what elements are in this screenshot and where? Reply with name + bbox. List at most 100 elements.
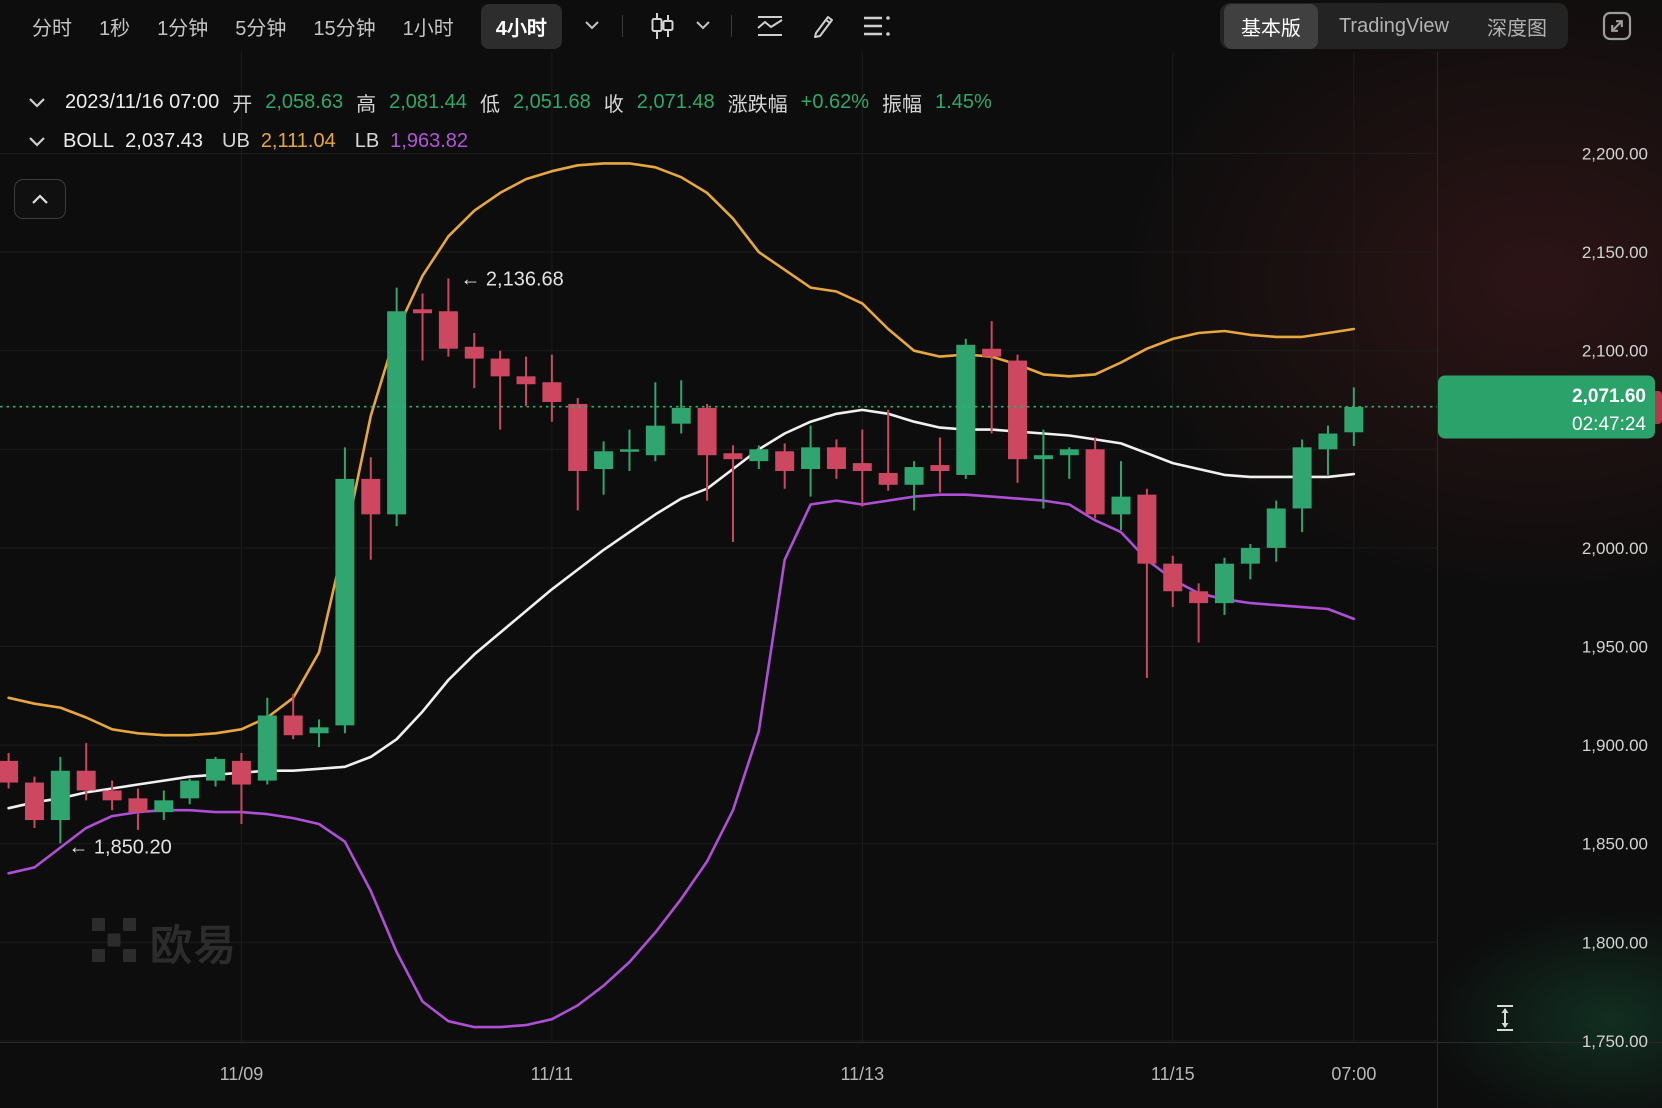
candle-body xyxy=(1189,591,1209,604)
fullscreen-expand-icon[interactable] xyxy=(1602,11,1632,41)
candle xyxy=(645,382,665,462)
candle xyxy=(1292,439,1312,533)
settings-list-icon[interactable] xyxy=(862,14,892,38)
candle-body xyxy=(154,800,174,813)
candle-body xyxy=(671,407,691,424)
view-tab-2[interactable]: 深度图 xyxy=(1487,17,1547,40)
price-tick-label: 1,850.00 xyxy=(1582,835,1648,854)
boll-lb-label: LB xyxy=(354,130,380,152)
ohlc-collapse-chevron-down-icon[interactable] xyxy=(28,97,46,108)
indicator-icon[interactable] xyxy=(756,14,784,38)
candle-body xyxy=(50,770,70,821)
candle-style-icon[interactable] xyxy=(649,12,675,40)
grid-lines xyxy=(0,52,1437,1042)
candle-body xyxy=(1266,508,1286,548)
time-tick-label: 07:00 xyxy=(1331,1064,1376,1084)
candle xyxy=(283,693,303,740)
timeframe-more-chevron-down-icon[interactable] xyxy=(584,17,600,35)
amplitude-value: 1.45% xyxy=(935,91,992,113)
candle xyxy=(542,354,562,422)
collapse-panel-button[interactable] xyxy=(14,179,66,219)
candle-body xyxy=(0,760,19,783)
candle-body xyxy=(24,782,44,821)
timeframe-item-0[interactable]: 分时 xyxy=(32,17,72,40)
timeframe-item-3[interactable]: 5分钟 xyxy=(235,17,287,40)
timeframe-bar: 分时 1秒 1分钟 5分钟 15分钟 1小时 4小时 xyxy=(0,3,562,49)
view-tab-1[interactable]: TradingView xyxy=(1338,14,1449,37)
watermark-text: 欧易 xyxy=(150,922,239,969)
open-value: 2,058.63 xyxy=(265,91,344,113)
candle xyxy=(516,356,536,406)
candle xyxy=(76,743,96,801)
candle xyxy=(697,403,717,501)
autofit-down-arrowhead xyxy=(1501,1023,1509,1028)
candle xyxy=(206,756,226,787)
candle xyxy=(619,429,639,471)
candle-datetime: 2023/11/16 07:00 xyxy=(65,91,220,113)
view-tab-0[interactable]: 基本版 xyxy=(1223,3,1318,49)
boll-collapse-chevron-down-icon[interactable] xyxy=(28,136,46,147)
candle xyxy=(490,350,510,430)
backdrop-red-glow xyxy=(1110,0,1662,600)
candle xyxy=(594,441,614,495)
candle xyxy=(1266,500,1286,562)
timeframe-item-4[interactable]: 15分钟 xyxy=(313,17,376,40)
candle xyxy=(904,461,924,511)
candle-body xyxy=(1085,449,1105,515)
candle-body xyxy=(102,790,122,801)
candle xyxy=(982,321,1002,434)
candle xyxy=(1240,543,1260,580)
candle xyxy=(1085,437,1105,519)
boll-mid-band-line xyxy=(7,408,1356,810)
candle-body xyxy=(128,798,148,813)
candle xyxy=(257,697,277,785)
candle-body xyxy=(619,449,639,452)
candle xyxy=(568,398,588,511)
chart-toolbar: 分时 1秒 1分钟 5分钟 15分钟 1小时 4小时 xyxy=(0,0,1662,52)
pencil-draw-icon[interactable] xyxy=(810,13,836,39)
candle-body xyxy=(180,780,200,799)
candle-body xyxy=(231,760,251,785)
candle-body xyxy=(438,311,458,349)
high-price-annotation: ← 2,136.68 xyxy=(460,268,563,290)
candle xyxy=(102,780,122,811)
candle-style-chevron-down-icon[interactable] xyxy=(695,17,711,35)
low-price-annotation: ← 1,850.20 xyxy=(68,836,171,858)
price-tick-label: 1,750.00 xyxy=(1582,1032,1648,1051)
candle xyxy=(50,756,70,844)
candle xyxy=(749,445,769,470)
candle-body xyxy=(852,463,872,471)
candle xyxy=(852,429,872,507)
timeframe-item-1[interactable]: 1秒 xyxy=(99,17,131,40)
boll-lower-band-line xyxy=(7,493,1356,1029)
candle-body xyxy=(801,447,821,470)
candle-body xyxy=(645,425,665,456)
candle xyxy=(180,778,200,805)
timeframe-item-2[interactable]: 1分钟 xyxy=(157,17,209,40)
price-tick-label: 1,900.00 xyxy=(1582,736,1648,755)
view-mode-tabs: 基本版 TradingView 深度图 xyxy=(1219,3,1568,49)
candle-body xyxy=(826,447,846,470)
timeframe-item-6[interactable]: 4小时 xyxy=(480,3,562,49)
price-tick-label: 1,950.00 xyxy=(1582,638,1648,657)
axis-autofit-icon[interactable] xyxy=(1497,1005,1513,1031)
price-tick-label: 2,150.00 xyxy=(1582,243,1648,262)
candle xyxy=(128,788,148,830)
candle xyxy=(335,447,355,734)
toolbar-right-tools: 基本版 TradingView 深度图 xyxy=(1219,0,1632,52)
candle xyxy=(361,457,381,560)
timeframe-item-5[interactable]: 1小时 xyxy=(402,17,454,40)
toolbar-divider xyxy=(621,15,623,37)
current-price-badge xyxy=(1438,375,1662,439)
time-tick-label: 11/09 xyxy=(220,1064,264,1084)
change-label: 涨跌幅 xyxy=(727,94,788,116)
candles-layer xyxy=(0,278,1364,844)
candle-body xyxy=(413,309,433,314)
candle xyxy=(231,752,251,824)
candle-body xyxy=(1344,406,1364,433)
candle xyxy=(464,332,484,389)
candle xyxy=(801,425,821,497)
candle xyxy=(775,443,795,489)
amplitude-label: 振幅 xyxy=(882,94,923,116)
